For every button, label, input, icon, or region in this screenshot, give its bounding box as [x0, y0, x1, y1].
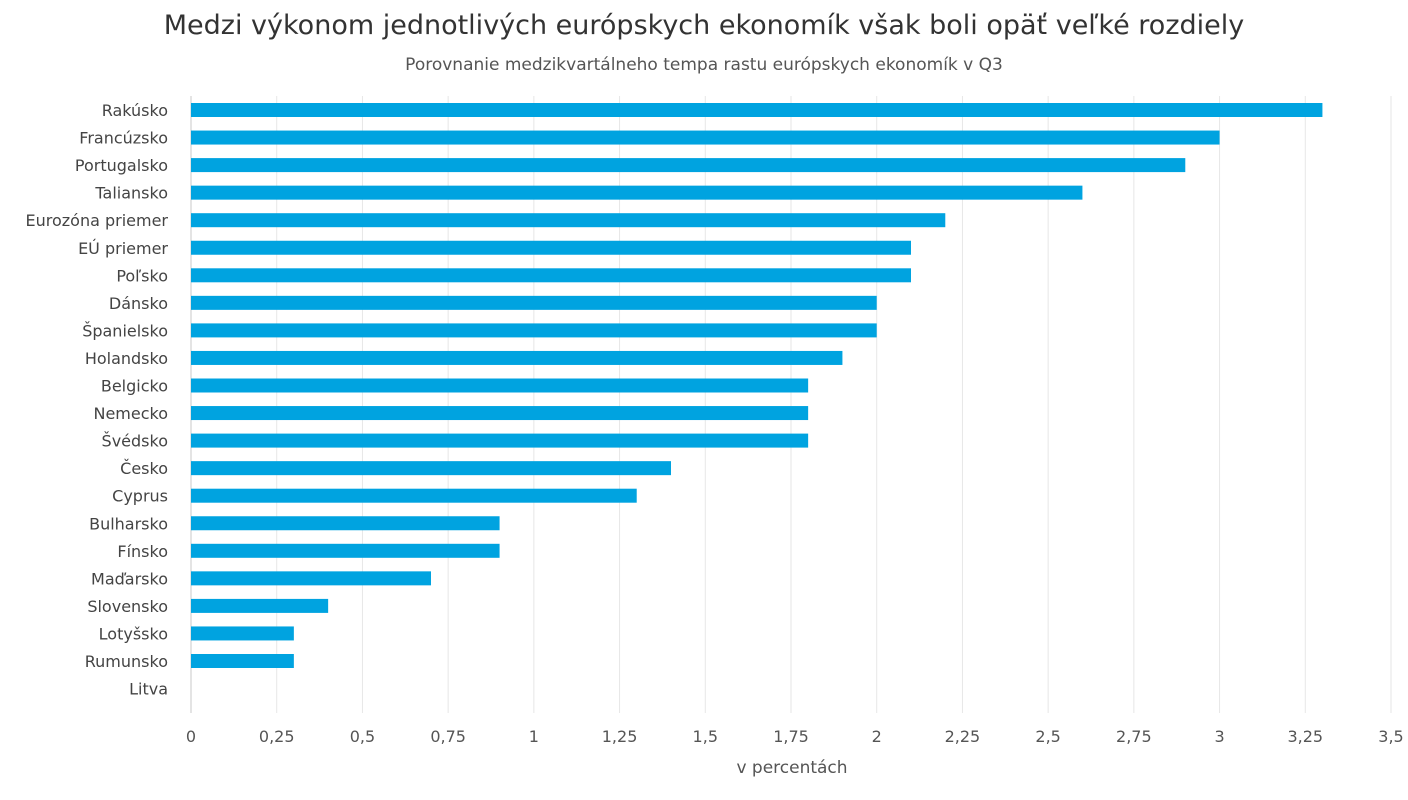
x-tick-label: 0	[186, 727, 196, 746]
x-tick-label: 3,25	[1287, 727, 1323, 746]
bar	[191, 213, 946, 228]
bar	[191, 406, 809, 421]
bar	[191, 350, 843, 365]
category-label: Eurozóna priemer	[25, 211, 168, 230]
category-label: Nemecko	[93, 404, 168, 423]
x-tick-label: 1,75	[773, 727, 809, 746]
category-label: Francúzsko	[79, 129, 168, 148]
category-label: Cyprus	[112, 487, 168, 506]
category-label: Belgicko	[101, 377, 168, 396]
x-tick-label: 3,5	[1378, 727, 1403, 746]
bar	[191, 433, 809, 448]
bar	[191, 461, 671, 476]
x-tick-label: 1,5	[693, 727, 718, 746]
x-tick-label: 2,75	[1116, 727, 1152, 746]
category-label: Poľsko	[116, 266, 168, 285]
bar	[191, 130, 1220, 145]
category-label: Portugalsko	[75, 156, 168, 175]
x-tick-label: 0,5	[350, 727, 375, 746]
bar	[191, 626, 294, 641]
category-label: Česko	[120, 459, 168, 478]
bar	[191, 598, 329, 613]
bar	[191, 516, 500, 531]
bar	[191, 543, 500, 558]
chart-subtitle: Porovnanie medzikvartálneho tempa rastu …	[405, 55, 1003, 75]
x-tick-label: 2,5	[1035, 727, 1060, 746]
bar	[191, 571, 431, 586]
category-label: Švédsko	[102, 432, 168, 451]
bar	[191, 488, 637, 503]
bar	[191, 378, 809, 393]
category-label: Dánsko	[109, 294, 168, 313]
category-label: Bulharsko	[89, 514, 168, 533]
x-tick-labels: 0 0,25 0,5 0,75 1 1,25 1,5 1,75 2 2,25 2,5 2,75 3 3,2…	[186, 727, 1404, 746]
category-label: Rumunsko	[85, 652, 168, 671]
category-labels: Rakúsko Francúzsko Portugalsko Taliansko Eur…	[25, 101, 168, 699]
category-label: Maďarsko	[91, 569, 168, 588]
bar	[191, 654, 294, 668]
category-label: Fínsko	[117, 542, 168, 561]
category-label: Litva	[129, 680, 168, 699]
x-tick-label: 0,25	[259, 727, 295, 746]
bar	[191, 240, 911, 255]
category-label: Španielsko	[82, 321, 168, 340]
bars	[191, 103, 1323, 668]
category-label: Slovensko	[87, 597, 168, 616]
category-label: Taliansko	[94, 184, 168, 203]
bar	[191, 103, 1323, 117]
bar	[191, 268, 911, 283]
x-tick-label: 2	[872, 727, 882, 746]
category-label: Rakúsko	[102, 101, 168, 120]
bar	[191, 323, 877, 338]
bar	[191, 295, 877, 310]
bar	[191, 158, 1186, 173]
x-tick-label: 3	[1214, 727, 1224, 746]
x-axis-title: v percentách	[736, 758, 847, 778]
category-label: Lotyšsko	[99, 624, 168, 643]
bar	[191, 185, 1083, 200]
x-tick-label: 1	[529, 727, 539, 746]
x-tick-label: 1,25	[602, 727, 638, 746]
x-tick-label: 2,25	[945, 727, 981, 746]
category-label: EÚ priemer	[78, 239, 168, 258]
x-tick-label: 0,75	[430, 727, 466, 746]
chart-title: Medzi výkonom jednotlivých európskych ek…	[163, 10, 1245, 41]
category-label: Holandsko	[85, 349, 168, 368]
